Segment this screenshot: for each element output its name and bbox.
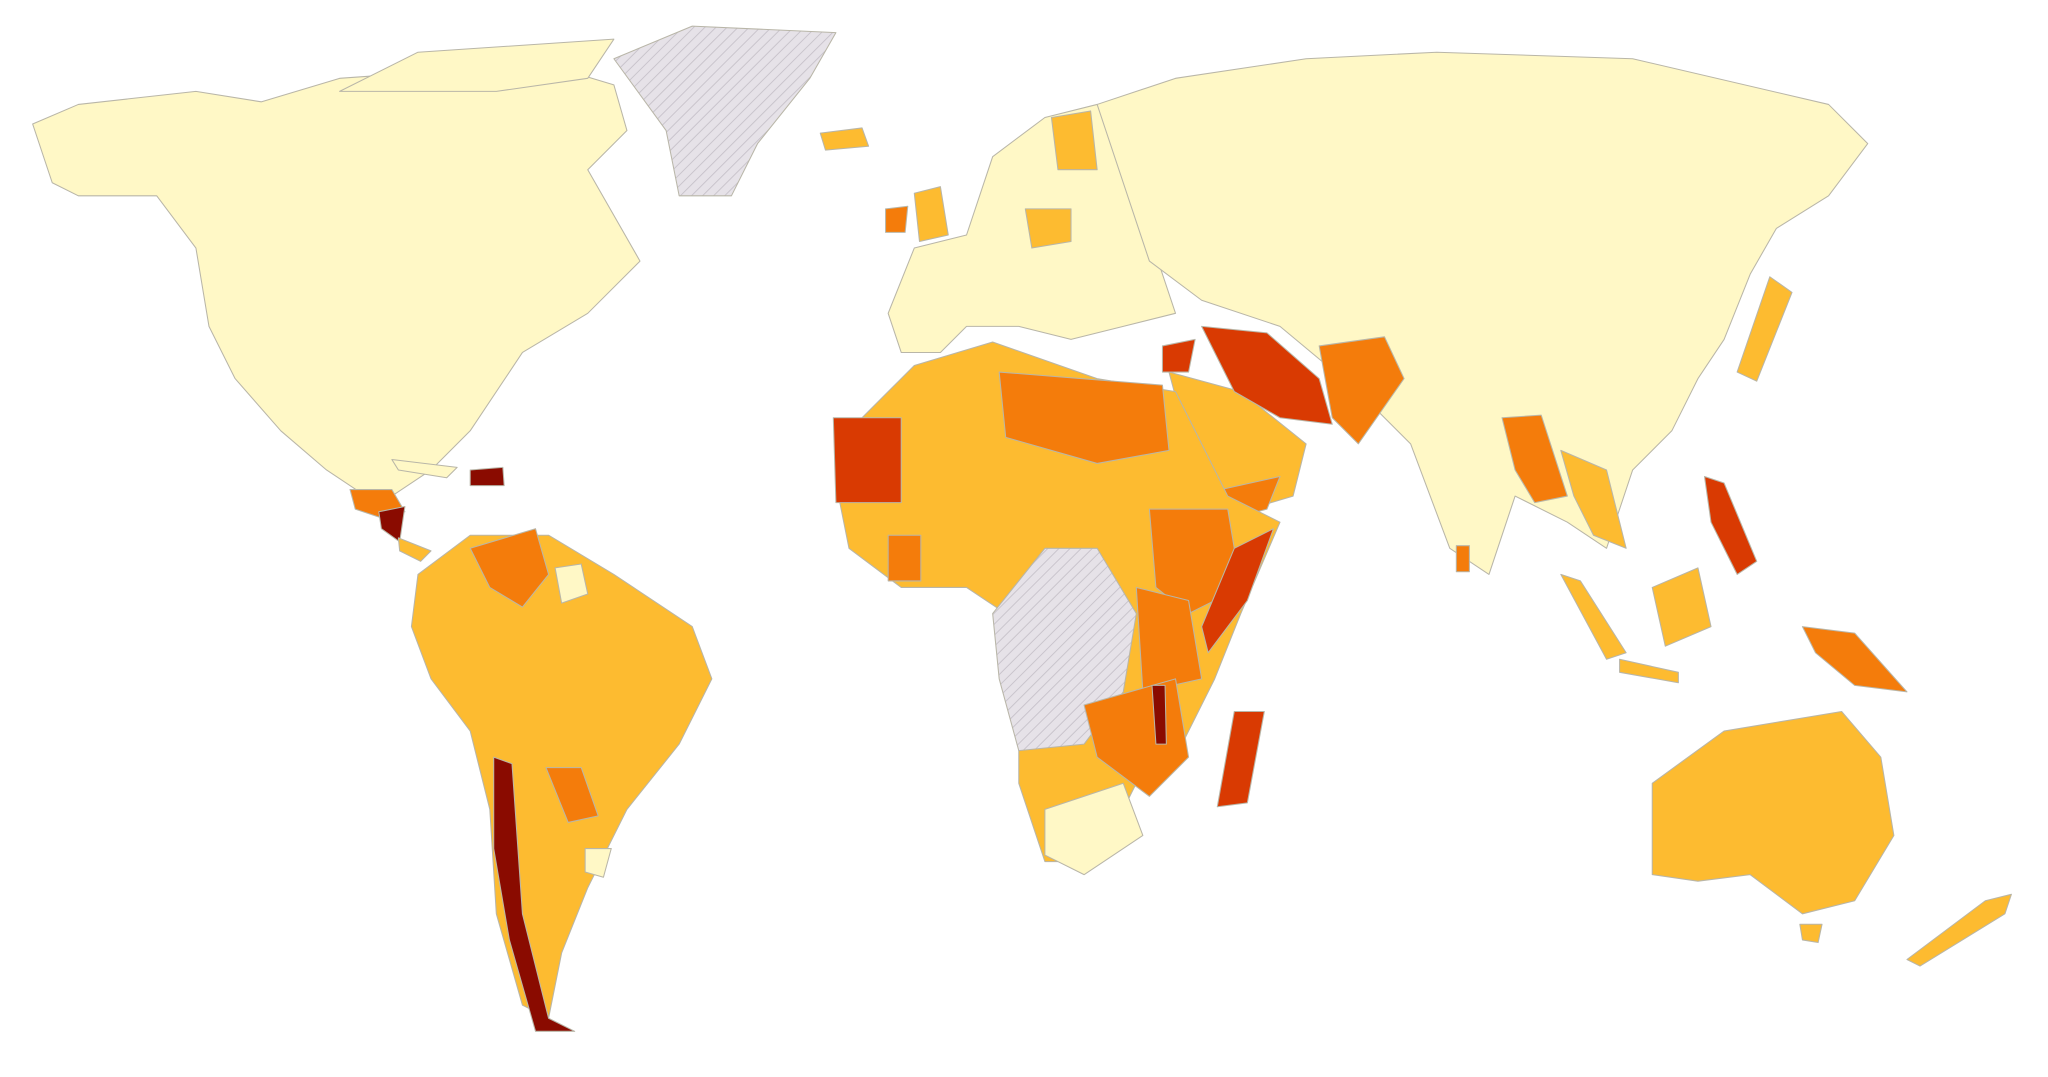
south-africa	[1044, 782, 1144, 876]
uruguay	[584, 848, 612, 878]
indochina	[1560, 449, 1627, 549]
madagascar	[1216, 710, 1265, 808]
borneo	[1651, 567, 1712, 647]
java	[1619, 658, 1679, 684]
somalia	[1201, 528, 1274, 654]
iran	[1201, 325, 1333, 425]
united-kingdom	[913, 186, 949, 243]
libya-egypt	[998, 371, 1170, 464]
malawi	[1151, 684, 1167, 745]
tasmania	[1799, 923, 1823, 944]
arctic-islands	[339, 38, 615, 92]
ivory-coast	[887, 534, 922, 582]
ireland	[885, 205, 909, 233]
afghanistan-pakistan	[1318, 336, 1405, 445]
hispaniola	[469, 466, 505, 487]
north-america	[32, 64, 641, 497]
japan	[1736, 276, 1793, 382]
chile	[493, 756, 576, 1032]
mauritania	[832, 417, 902, 504]
new-zealand	[1906, 893, 2012, 967]
myanmar	[1501, 414, 1568, 504]
syria	[1161, 338, 1196, 373]
east-africa	[1135, 586, 1203, 693]
greenland	[613, 25, 837, 197]
guianas	[554, 563, 589, 604]
poland	[1024, 208, 1072, 249]
sumatra	[1560, 573, 1627, 660]
sri-lanka	[1455, 545, 1470, 573]
australia	[1651, 710, 1895, 915]
iceland	[819, 127, 870, 151]
costa-rica-panama	[397, 537, 432, 562]
cuba	[391, 458, 458, 479]
papua-new-guinea	[1801, 626, 1908, 693]
philippines	[1703, 475, 1758, 575]
nicaragua	[378, 505, 406, 543]
finland	[1050, 110, 1098, 171]
venezuela	[469, 528, 550, 608]
paraguay	[545, 767, 599, 823]
